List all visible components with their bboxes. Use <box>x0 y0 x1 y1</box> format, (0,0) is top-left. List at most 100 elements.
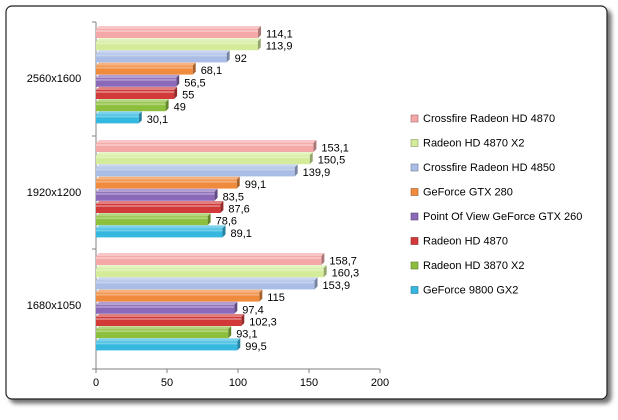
data-label: 55 <box>182 90 194 102</box>
category-label: 1680x1050 <box>27 300 81 312</box>
data-label: 97,4 <box>242 304 263 316</box>
legend-swatch <box>410 212 419 221</box>
legend-item: Crossfire Radeon HD 4850 <box>410 162 555 174</box>
data-label: 150,5 <box>318 155 346 167</box>
bar-side-face <box>192 62 196 75</box>
bar-top-face <box>96 188 218 192</box>
legend-label: Radeon HD 4870 <box>423 236 508 248</box>
bar <box>96 102 166 112</box>
legend-swatch <box>410 188 419 196</box>
legend-swatch <box>410 237 419 245</box>
category-label: 2560x1600 <box>27 73 81 85</box>
bar-top-face <box>96 277 318 281</box>
bar-side-face <box>309 152 313 165</box>
bar <box>96 317 242 326</box>
bar-top-face <box>96 87 178 90</box>
bar-top-face <box>96 225 226 229</box>
bar <box>96 304 235 314</box>
bar-highlight <box>96 217 208 220</box>
bar <box>96 53 227 63</box>
data-label: 99,5 <box>245 341 266 353</box>
bar <box>96 292 260 302</box>
bar <box>96 341 238 351</box>
bar-side-face <box>176 74 180 87</box>
bar-top-face <box>96 314 245 317</box>
bar-highlight <box>96 42 258 45</box>
bar-highlight <box>96 330 229 333</box>
bar-top-face <box>96 50 230 54</box>
legend-swatch <box>410 139 419 147</box>
bar <box>96 191 215 201</box>
legend-label: Radeon HD 4870 X2 <box>423 138 525 150</box>
category-label: 1920x1200 <box>27 187 81 199</box>
bar-side-face <box>321 253 325 265</box>
bar-side-face <box>294 164 298 177</box>
bar-highlight <box>96 144 314 146</box>
x-tick-label: 150 <box>300 377 318 389</box>
bar-side-face <box>226 50 230 63</box>
bar <box>96 41 258 51</box>
bar <box>96 65 193 75</box>
bar-top-face <box>96 213 211 217</box>
bar-top-face <box>96 152 313 156</box>
bar-side-face <box>222 225 226 238</box>
bar <box>96 179 237 189</box>
data-label: 139,9 <box>303 167 331 179</box>
data-label: 115 <box>267 292 285 304</box>
bar-highlight <box>96 192 215 195</box>
data-label: 153,9 <box>323 280 351 292</box>
bar-highlight <box>96 342 238 345</box>
bar-side-face <box>165 99 169 112</box>
bar-side-face <box>314 277 318 290</box>
bar-top-face <box>96 99 169 103</box>
data-label: 113,9 <box>266 41 293 53</box>
bar-highlight <box>96 103 166 106</box>
bar-top-face <box>96 326 232 330</box>
data-label: 78,6 <box>216 216 237 228</box>
legend-label: Crossfire Radeon HD 4870 <box>423 113 555 125</box>
data-label: 83,5 <box>223 191 244 203</box>
bar <box>96 90 175 99</box>
bar <box>96 143 314 152</box>
bar-side-face <box>237 338 241 351</box>
x-tick-label: 50 <box>161 377 173 389</box>
legend-label: GeForce GTX 280 <box>423 187 513 199</box>
bar-side-face <box>220 201 224 213</box>
bar-highlight <box>96 205 221 207</box>
x-tick-label: 100 <box>229 377 247 389</box>
legend-label: Radeon HD 3870 X2 <box>423 260 525 272</box>
bar-highlight <box>96 78 177 81</box>
x-tick-label: 0 <box>93 377 99 389</box>
legend-item: Radeon HD 4870 X2 <box>410 138 525 150</box>
bar <box>96 329 229 339</box>
legend-label: Crossfire Radeon HD 4850 <box>423 162 555 174</box>
legend-item: GeForce 9800 GX2 <box>410 285 518 297</box>
bar-top-face <box>96 289 263 293</box>
x-tick-label: 200 <box>371 377 389 389</box>
data-label: 30,1 <box>147 114 168 126</box>
data-label: 160,3 <box>332 268 360 280</box>
bar-highlight <box>96 30 259 32</box>
bar <box>96 167 295 177</box>
bar-top-face <box>96 338 241 342</box>
legend-swatch <box>410 163 419 172</box>
legend: Crossfire Radeon HD 4870 Radeon HD 4870 X… <box>410 113 582 297</box>
data-label: 153,1 <box>321 143 349 155</box>
bar-highlight <box>96 66 193 69</box>
bar-highlight <box>96 168 295 171</box>
bar <box>96 216 208 226</box>
data-label: 89,1 <box>231 228 252 240</box>
bar-highlight <box>96 54 227 57</box>
bar-side-face <box>228 326 232 339</box>
bar-highlight <box>96 156 310 159</box>
bar <box>96 29 259 38</box>
bar-side-face <box>257 38 261 51</box>
bar-top-face <box>96 265 327 269</box>
bar-top-face <box>96 62 196 66</box>
bar-highlight <box>96 91 175 93</box>
bar <box>96 204 221 213</box>
bar-side-face <box>259 289 263 302</box>
bar-highlight <box>96 257 322 259</box>
